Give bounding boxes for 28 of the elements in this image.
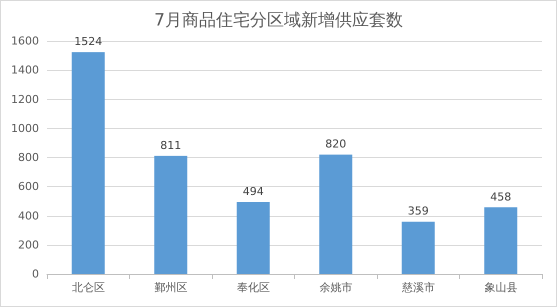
data-label: 494 — [242, 185, 264, 198]
bar — [154, 156, 188, 274]
x-tick-label: 余姚市 — [319, 281, 352, 294]
y-tick-label: 600 — [18, 180, 39, 194]
bar — [484, 207, 518, 274]
y-tick-label: 200 — [18, 238, 39, 252]
bar — [236, 202, 270, 274]
bar — [402, 222, 435, 274]
y-tick-label: 1200 — [11, 92, 39, 106]
data-label: 1524 — [74, 35, 102, 48]
x-tick-label: 奉化区 — [236, 281, 270, 294]
data-label: 359 — [408, 204, 429, 218]
y-tick-label: 1000 — [11, 122, 39, 135]
y-tick-label: 400 — [18, 209, 39, 222]
x-tick-label: 慈溪市 — [400, 281, 435, 294]
chart-title: 7月商品住宅分区域新增供应套数 — [154, 10, 403, 30]
y-tick-label: 1400 — [11, 64, 39, 77]
x-tick-label: 象山县 — [484, 281, 518, 294]
y-tick-label: 1600 — [11, 34, 39, 48]
data-label: 458 — [490, 190, 512, 204]
data-label: 820 — [325, 138, 346, 151]
bar — [319, 154, 352, 274]
data-label: 811 — [160, 138, 182, 152]
y-tick-label: 800 — [18, 151, 39, 164]
y-tick-label: 0 — [32, 268, 39, 280]
bar — [72, 52, 105, 274]
x-tick-label: 鄞州区 — [154, 281, 188, 294]
x-tick-label: 北仑区 — [72, 281, 105, 294]
